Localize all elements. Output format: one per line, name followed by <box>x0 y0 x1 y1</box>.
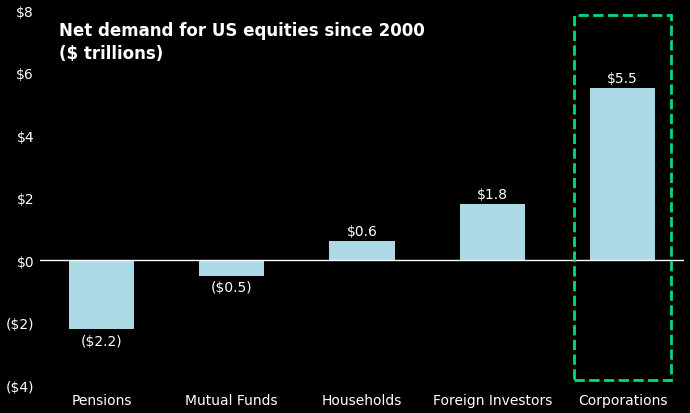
Text: ($2.2): ($2.2) <box>81 334 122 348</box>
Bar <box>590 89 655 261</box>
Text: $5.5: $5.5 <box>607 72 638 86</box>
Bar <box>460 204 525 261</box>
Text: Net demand for US equities since 2000
($ trillions): Net demand for US equities since 2000 ($… <box>59 22 425 62</box>
Bar <box>574 16 671 380</box>
Text: ($0.5): ($0.5) <box>211 281 253 295</box>
Text: $0.6: $0.6 <box>346 225 377 239</box>
Text: $1.8: $1.8 <box>477 187 508 201</box>
Bar <box>329 242 395 261</box>
Bar <box>69 261 134 329</box>
Bar <box>199 261 264 276</box>
